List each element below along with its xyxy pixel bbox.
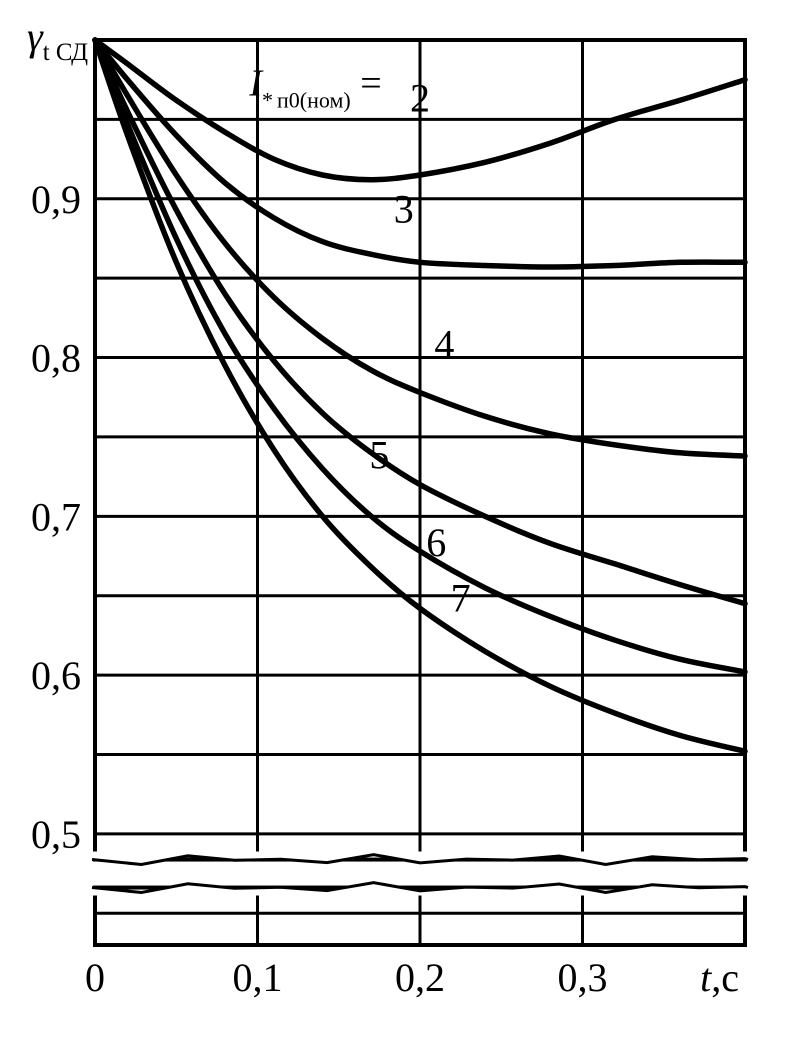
ytick: 0,6 bbox=[31, 653, 81, 698]
xtick: 0,3 bbox=[558, 955, 608, 1000]
series-label-7: 7 bbox=[451, 576, 471, 621]
series-label-2: 2 bbox=[410, 75, 430, 120]
ytick: 0,9 bbox=[31, 177, 81, 222]
series-label-4: 4 bbox=[434, 322, 454, 367]
series-label-3: 3 bbox=[394, 187, 414, 232]
xtick: 0 bbox=[85, 955, 105, 1000]
ytick: 0,8 bbox=[31, 336, 81, 381]
chart-svg: 0,90,80,70,60,500,10,20,3γt СДt,cI*п0(но… bbox=[0, 0, 790, 1055]
x-axis-label: t,c bbox=[700, 955, 739, 1000]
xtick: 0,1 bbox=[233, 955, 283, 1000]
xtick: 0,2 bbox=[395, 955, 445, 1000]
ytick: 0,5 bbox=[31, 812, 81, 857]
chart-figure: { "chart": { "type": "line", "background… bbox=[0, 0, 790, 1055]
ytick: 0,7 bbox=[31, 494, 81, 539]
series-label-5: 5 bbox=[369, 433, 389, 478]
series-label-6: 6 bbox=[426, 520, 446, 565]
